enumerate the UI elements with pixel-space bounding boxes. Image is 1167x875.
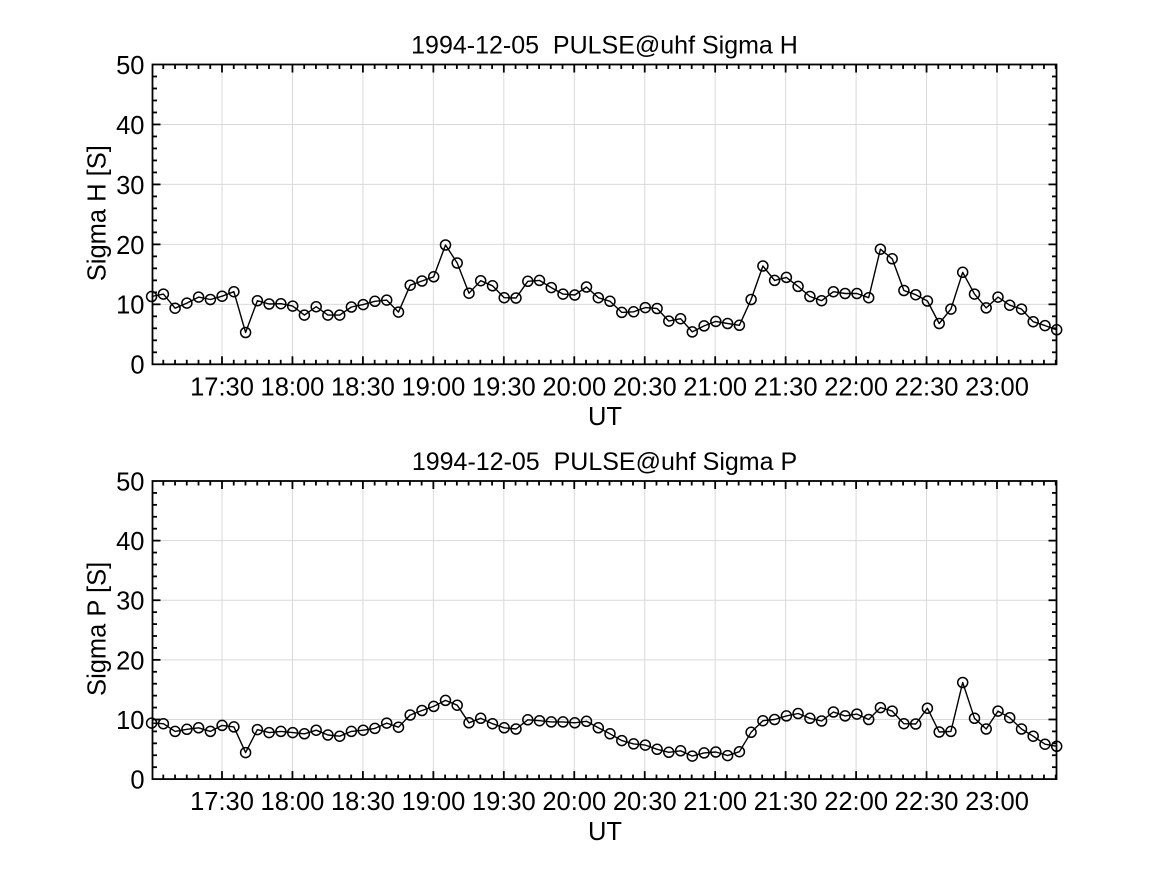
svg-text:40: 40	[116, 112, 144, 140]
svg-text:21:00: 21:00	[683, 373, 747, 401]
svg-text:22:00: 22:00	[824, 788, 888, 816]
svg-text:UT: UT	[588, 818, 622, 846]
svg-text:19:30: 19:30	[472, 373, 536, 401]
svg-text:10: 10	[116, 292, 144, 320]
svg-text:Sigma P [S]: Sigma P [S]	[84, 562, 112, 696]
svg-text:21:30: 21:30	[754, 788, 818, 816]
svg-text:40: 40	[116, 528, 144, 556]
svg-text:17:30: 17:30	[190, 373, 254, 401]
svg-text:20: 20	[116, 232, 144, 260]
svg-text:50: 50	[116, 52, 144, 80]
svg-text:22:00: 22:00	[824, 373, 888, 401]
svg-text:18:00: 18:00	[261, 788, 325, 816]
svg-text:19:00: 19:00	[401, 373, 465, 401]
svg-text:30: 30	[116, 588, 144, 616]
svg-text:18:30: 18:30	[331, 373, 395, 401]
svg-text:18:30: 18:30	[331, 788, 395, 816]
svg-text:21:30: 21:30	[754, 373, 818, 401]
svg-text:18:00: 18:00	[261, 373, 325, 401]
svg-text:20:30: 20:30	[613, 373, 677, 401]
svg-text:22:30: 22:30	[895, 373, 959, 401]
svg-text:21:00: 21:00	[683, 788, 747, 816]
svg-text:1994-12-05 PULSE@uhf Sigma P: 1994-12-05 PULSE@uhf Sigma P	[412, 448, 797, 476]
svg-text:1994-12-05 PULSE@uhf Sigma H: 1994-12-05 PULSE@uhf Sigma H	[411, 32, 798, 60]
svg-text:17:30: 17:30	[190, 788, 254, 816]
svg-text:20:30: 20:30	[613, 788, 677, 816]
svg-text:10: 10	[116, 707, 144, 735]
svg-text:20:00: 20:00	[542, 788, 606, 816]
svg-text:UT: UT	[588, 403, 622, 431]
svg-text:50: 50	[116, 468, 144, 496]
svg-text:30: 30	[116, 172, 144, 200]
svg-text:20: 20	[116, 647, 144, 675]
svg-text:20:00: 20:00	[542, 373, 606, 401]
svg-text:22:30: 22:30	[895, 788, 959, 816]
svg-text:0: 0	[130, 767, 144, 795]
svg-text:0: 0	[130, 352, 144, 380]
svg-text:23:00: 23:00	[965, 373, 1029, 401]
svg-text:19:30: 19:30	[472, 788, 536, 816]
svg-text:23:00: 23:00	[965, 788, 1029, 816]
svg-text:Sigma H [S]: Sigma H [S]	[84, 145, 112, 281]
svg-text:19:00: 19:00	[401, 788, 465, 816]
